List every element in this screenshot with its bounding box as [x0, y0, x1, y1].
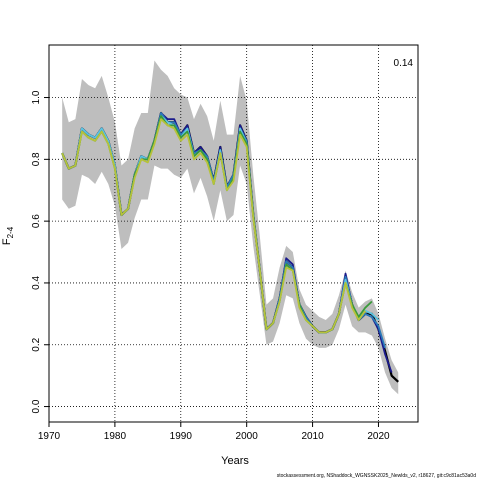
y-axis-title-group: F2-4 [1, 226, 15, 245]
x-tick-label: 1970 [38, 431, 61, 442]
y-tick-label: 0.4 [31, 276, 42, 290]
y-tick-label: 0.6 [31, 214, 42, 228]
x-tick-label: 1990 [170, 431, 193, 442]
y-axis-title: F [1, 238, 13, 245]
series-layer [61, 111, 399, 383]
confidence-band [62, 60, 399, 395]
y-tick-label: 0.8 [31, 152, 42, 166]
series-line-5 [61, 118, 367, 334]
plot-frame [48, 44, 419, 423]
y-tick-label: 0.2 [31, 337, 42, 351]
x-tick-label: 1980 [104, 431, 127, 442]
axes-layer: 1970 1980 1990 2000 2010 2020 0.0 0.2 0.4 0.6 0.8 1… [31, 44, 419, 442]
x-tick-label: 2000 [236, 431, 259, 442]
y-tick-label: 0.0 [31, 399, 42, 413]
x-axis-title: Years [221, 455, 249, 467]
footer-note: stockassessment.org, NShaddock_WGNSSK202… [277, 473, 476, 479]
y-axis-title-subscript: 2-4 [6, 226, 15, 238]
svg-text:F2-4: F2-4 [1, 226, 15, 245]
x-tick-label: 2020 [367, 431, 390, 442]
x-tick-label: 2010 [301, 431, 324, 442]
annotation-label: 0.14 [394, 58, 414, 69]
y-tick-label: 1.0 [31, 90, 42, 104]
confidence-band-layer [62, 60, 399, 395]
